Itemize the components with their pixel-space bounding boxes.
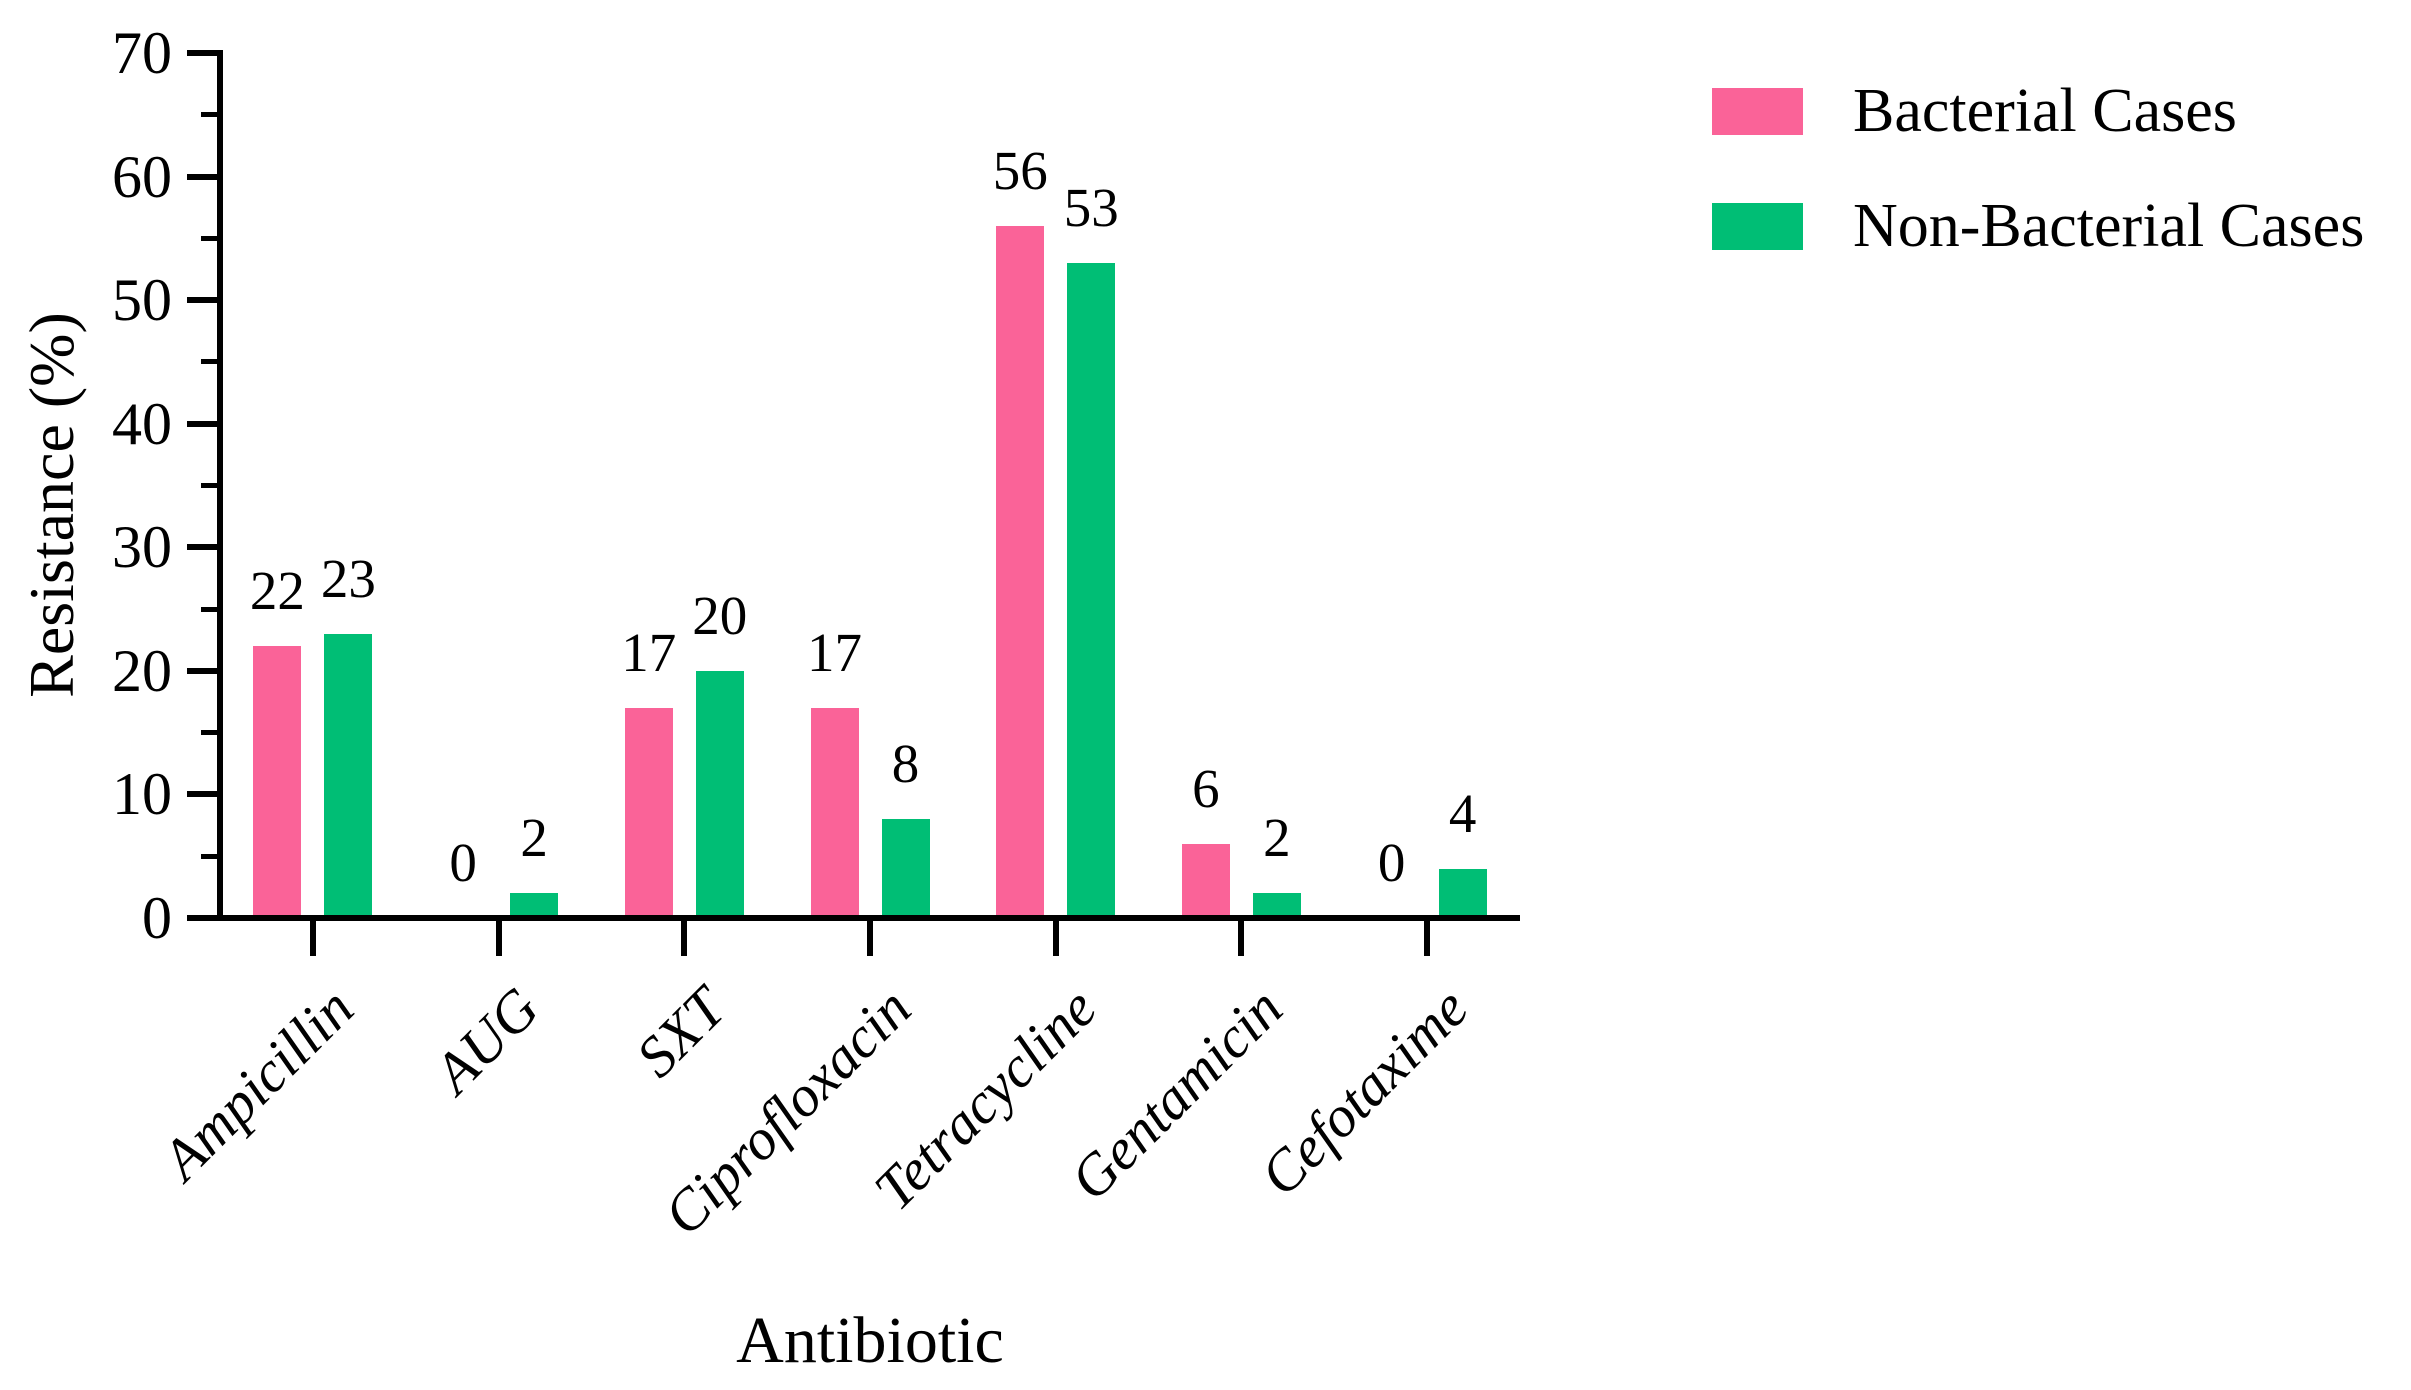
y-tick-label: 10 [112, 761, 172, 828]
y-minor-tick [201, 730, 220, 736]
bar-non-bacterial-cases-gentamicin [1252, 893, 1301, 915]
y-minor-tick [201, 112, 220, 118]
bar-value-bacterial-cases-gentamicin: 6 [1192, 757, 1220, 819]
bar-value-bacterial-cases-ciprofloxacin: 17 [807, 621, 862, 683]
bar-non-bacterial-cases-ampicillin [324, 633, 373, 915]
y-major-tick [187, 50, 220, 56]
y-major-tick [187, 667, 220, 674]
bar-value-non-bacterial-cases-sxt: 20 [692, 584, 748, 646]
bar-bacterial-cases-tetracycline [996, 226, 1045, 915]
y-axis-line [217, 50, 223, 921]
y-major-tick [187, 915, 220, 921]
bar-non-bacterial-cases-ciprofloxacin [881, 819, 930, 915]
bar-value-non-bacterial-cases-cefotaxime: 4 [1448, 782, 1477, 844]
x-tick [1238, 921, 1245, 956]
x-category-label-ampicillin: Ampicillin [149, 975, 366, 1192]
x-tick [1424, 921, 1431, 956]
y-tick-label: 60 [112, 143, 172, 210]
y-tick-label: 40 [112, 390, 172, 457]
y-axis-title: Resistance (%) [16, 312, 87, 698]
x-category-label-aug: AUG [421, 975, 552, 1106]
x-category-label-sxt: SXT [623, 975, 738, 1090]
x-tick [309, 921, 316, 956]
y-tick-label: 0 [142, 885, 172, 951]
y-minor-tick [201, 235, 220, 241]
bar-bacterial-cases-ciprofloxacin [810, 707, 859, 915]
y-major-tick [187, 791, 220, 798]
bar-value-non-bacterial-cases-ampicillin: 23 [320, 547, 376, 609]
y-major-tick [187, 544, 220, 551]
bar-value-non-bacterial-cases-aug: 2 [520, 807, 548, 869]
legend-swatch-bacterial [1712, 88, 1803, 135]
x-tick [681, 921, 688, 956]
bar-non-bacterial-cases-cefotaxime [1438, 868, 1487, 915]
y-minor-tick [201, 359, 220, 365]
y-major-tick [187, 173, 220, 180]
bar-value-non-bacterial-cases-tetracycline: 53 [1063, 177, 1119, 239]
bar-value-non-bacterial-cases-ciprofloxacin: 8 [891, 733, 920, 795]
x-tick [867, 921, 873, 956]
x-axis-title: Antibiotic [736, 1304, 1004, 1377]
bar-non-bacterial-cases-tetracycline [1067, 263, 1116, 915]
y-tick-label: 30 [112, 514, 172, 581]
bar-value-bacterial-cases-tetracycline: 56 [992, 140, 1048, 201]
bar-bacterial-cases-ampicillin [253, 646, 302, 915]
x-tick [495, 921, 502, 956]
y-tick-label: 70 [112, 20, 172, 86]
x-axis-line [187, 915, 1520, 921]
bar-bacterial-cases-sxt [624, 707, 673, 915]
bar-non-bacterial-cases-sxt [695, 670, 744, 915]
legend-swatch-non-bacterial [1712, 203, 1803, 250]
legend-label-bacterial: Bacterial Cases [1853, 77, 2237, 145]
y-minor-tick [201, 606, 220, 612]
y-major-tick [187, 420, 220, 427]
bar-value-bacterial-cases-cefotaxime: 0 [1377, 832, 1406, 893]
y-minor-tick [201, 853, 220, 859]
legend-label-non-bacterial: Non-Bacterial Cases [1853, 192, 2365, 260]
y-minor-tick [201, 483, 220, 488]
bar-value-bacterial-cases-ampicillin: 22 [249, 560, 305, 622]
bar-bacterial-cases-gentamicin [1181, 843, 1230, 915]
y-major-tick [187, 297, 220, 304]
y-tick-label: 20 [112, 637, 172, 704]
bar-value-bacterial-cases-aug: 0 [449, 832, 477, 893]
bar-non-bacterial-cases-aug [510, 893, 559, 915]
bar-value-bacterial-cases-sxt: 17 [621, 621, 677, 683]
x-tick [1052, 921, 1059, 956]
bar-value-non-bacterial-cases-gentamicin: 2 [1263, 807, 1291, 869]
y-tick-label: 50 [112, 267, 172, 334]
